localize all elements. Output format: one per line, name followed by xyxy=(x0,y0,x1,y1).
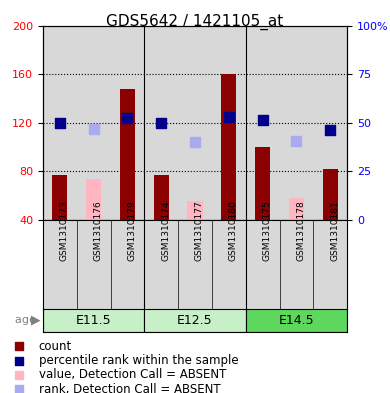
Point xyxy=(90,126,97,132)
Text: GDS5642 / 1421105_at: GDS5642 / 1421105_at xyxy=(106,14,284,30)
Point xyxy=(124,115,131,121)
Point xyxy=(259,117,266,123)
Point xyxy=(334,66,340,72)
Text: GSM1310181: GSM1310181 xyxy=(330,200,339,261)
Bar xyxy=(86,179,101,220)
Text: GSM1310180: GSM1310180 xyxy=(229,200,238,261)
Text: GSM1310174: GSM1310174 xyxy=(161,200,170,261)
Text: ▶: ▶ xyxy=(31,314,41,327)
Text: value, Detection Call = ABSENT: value, Detection Call = ABSENT xyxy=(39,368,226,381)
Text: GSM1310179: GSM1310179 xyxy=(128,200,136,261)
Point xyxy=(158,119,164,126)
Text: E14.5: E14.5 xyxy=(278,314,314,327)
Bar xyxy=(255,147,270,220)
Text: E11.5: E11.5 xyxy=(76,314,112,327)
Text: GSM1310177: GSM1310177 xyxy=(195,200,204,261)
Point xyxy=(57,119,63,126)
Bar xyxy=(154,175,169,220)
Bar xyxy=(323,169,338,220)
Text: percentile rank within the sample: percentile rank within the sample xyxy=(39,354,238,367)
Bar xyxy=(43,309,144,332)
Point xyxy=(192,139,198,145)
Point xyxy=(334,196,340,202)
Bar xyxy=(221,74,236,220)
Bar xyxy=(52,175,67,220)
Text: age: age xyxy=(15,315,39,325)
Text: GSM1310176: GSM1310176 xyxy=(94,200,103,261)
Point xyxy=(293,138,300,144)
Point xyxy=(226,114,232,120)
Bar xyxy=(144,309,246,332)
Bar xyxy=(289,198,304,220)
Text: count: count xyxy=(39,340,72,353)
Point xyxy=(327,127,333,133)
Text: rank, Detection Call = ABSENT: rank, Detection Call = ABSENT xyxy=(39,382,220,393)
Text: GSM1310173: GSM1310173 xyxy=(60,200,69,261)
Text: GSM1310175: GSM1310175 xyxy=(262,200,271,261)
Text: E12.5: E12.5 xyxy=(177,314,213,327)
Point xyxy=(334,325,340,331)
Bar xyxy=(246,309,347,332)
Bar xyxy=(188,200,203,220)
Bar xyxy=(120,89,135,220)
Text: GSM1310178: GSM1310178 xyxy=(296,200,305,261)
